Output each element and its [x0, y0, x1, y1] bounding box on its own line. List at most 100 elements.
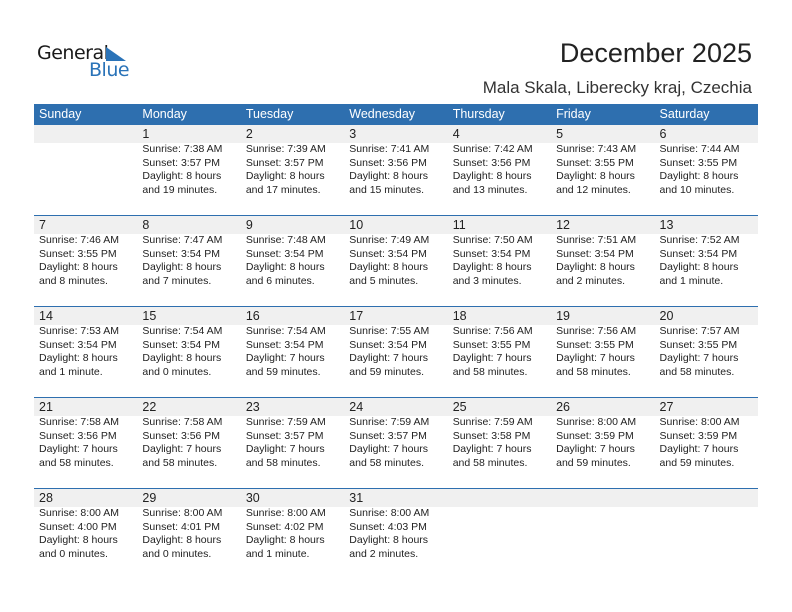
daylight-minutes-text: and 2 minutes. [556, 274, 625, 287]
sunset-text: Sunset: 3:54 PM [142, 338, 221, 351]
daylight-text: Daylight: 7 hours [142, 443, 222, 455]
weekday-sunday: Sunday [39, 107, 82, 121]
daylight-text: Daylight: 8 hours [659, 170, 739, 182]
sunset-text: Sunset: 3:54 PM [349, 247, 427, 260]
daylight-minutes-text: and 1 minute. [39, 365, 103, 378]
sunrise-text: Sunrise: 7:51 AM [556, 234, 637, 246]
week-row: 21 Sunrise: 7:58 AM Sunset: 3:56 PM Dayligh… [34, 397, 758, 488]
day-number: 29 [142, 491, 157, 505]
daylight-text: Daylight: 7 hours [659, 352, 739, 364]
day-number: 24 [349, 400, 364, 414]
day-number: 23 [245, 400, 260, 414]
sunrise-text: Sunrise: 7:56 AM [452, 325, 533, 337]
daylight-minutes-text: and 13 minutes. [452, 183, 528, 196]
sunrise-text: Sunrise: 7:54 AM [142, 325, 223, 337]
sunset-text: Sunset: 3:55 PM [556, 156, 634, 169]
sunrise-text: Sunrise: 7:59 AM [452, 416, 533, 428]
daylight-text: Daylight: 8 hours [349, 170, 429, 182]
daylight-minutes-text: and 59 minutes. [659, 456, 735, 469]
daylight-minutes-text: and 17 minutes. [245, 183, 321, 196]
daylight-text: Daylight: 8 hours [39, 352, 118, 364]
daylight-text: Daylight: 8 hours [349, 261, 429, 273]
day-cell: 2 Sunrise: 7:39 AM Sunset: 3:57 PM Daylight… [241, 125, 344, 215]
day-cell: 13 Sunrise: 7:52 AM Sunset: 3:54 PM Dayligh… [655, 216, 758, 306]
daylight-minutes-text: and 59 minutes. [556, 456, 631, 469]
day-number: 30 [245, 491, 260, 505]
sunset-text: Sunset: 3:57 PM [245, 156, 324, 169]
day-number: 10 [349, 218, 364, 232]
daylight-text: Daylight: 8 hours [245, 534, 325, 546]
sunset-text: Sunset: 3:56 PM [452, 156, 531, 169]
daylight-minutes-text: and 1 minute. [245, 547, 310, 560]
daylight-text: Daylight: 7 hours [452, 443, 532, 455]
sunrise-text: Sunrise: 7:58 AM [39, 416, 119, 428]
daylight-minutes-text: and 58 minutes. [452, 456, 528, 469]
day-number: 8 [142, 218, 150, 232]
daylight-text: Daylight: 8 hours [556, 170, 635, 182]
daylight-text: Daylight: 7 hours [452, 352, 532, 364]
sunset-text: Sunset: 4:00 PM [39, 520, 117, 533]
sunset-text: Sunset: 3:54 PM [245, 338, 324, 351]
sunrise-text: Sunrise: 7:41 AM [349, 143, 430, 155]
daylight-text: Daylight: 8 hours [452, 261, 532, 273]
sunrise-text: Sunrise: 7:38 AM [142, 143, 223, 155]
location-subtitle: Mala Skala, Liberecky kraj, Czechia [482, 78, 752, 97]
daylight-minutes-text: and 58 minutes. [452, 365, 528, 378]
daylight-text: Daylight: 8 hours [142, 261, 222, 273]
daylight-text: Daylight: 8 hours [452, 170, 532, 182]
day-cell: 31 Sunrise: 8:00 AM Sunset: 4:03 PM Dayligh… [344, 489, 447, 579]
weekday-saturday: Saturday [659, 107, 710, 121]
day-number: 7 [39, 218, 46, 232]
day-number: 25 [452, 400, 467, 414]
sunrise-text: Sunrise: 8:00 AM [349, 507, 430, 519]
daylight-minutes-text: and 58 minutes. [349, 456, 424, 469]
day-number: 6 [659, 127, 667, 141]
day-cell: 27 Sunrise: 8:00 AM Sunset: 3:59 PM Dayligh… [655, 398, 758, 488]
day-cell: 9 Sunrise: 7:48 AM Sunset: 3:54 PM Daylight… [241, 216, 344, 306]
sunrise-text: Sunrise: 8:00 AM [245, 507, 326, 519]
day-number: 3 [349, 127, 357, 141]
sunset-text: Sunset: 3:59 PM [659, 429, 738, 442]
daylight-text: Daylight: 8 hours [39, 261, 118, 273]
sunset-text: Sunset: 3:54 PM [142, 247, 221, 260]
daylight-minutes-text: and 58 minutes. [39, 456, 114, 469]
day-number: 18 [452, 309, 467, 323]
sunrise-text: Sunrise: 8:00 AM [142, 507, 223, 519]
sunset-text: Sunset: 3:56 PM [39, 429, 117, 442]
daylight-minutes-text: and 0 minutes. [142, 547, 212, 560]
daylight-text: Daylight: 7 hours [556, 352, 635, 364]
sunset-text: Sunset: 3:57 PM [245, 429, 324, 442]
daylight-text: Daylight: 7 hours [39, 443, 118, 455]
sunset-text: Sunset: 3:59 PM [556, 429, 634, 442]
sunrise-text: Sunrise: 7:59 AM [245, 416, 326, 428]
day-cell: 18 Sunrise: 7:56 AM Sunset: 3:55 PM Dayligh… [448, 307, 551, 397]
page-title: December 2025 [559, 38, 752, 68]
day-cell: 14 Sunrise: 7:53 AM Sunset: 3:54 PM Dayligh… [34, 307, 137, 397]
day-cell: 4 Sunrise: 7:42 AM Sunset: 3:56 PM Daylight… [448, 125, 551, 215]
sunset-text: Sunset: 3:54 PM [245, 247, 324, 260]
sunset-text: Sunset: 4:01 PM [142, 520, 221, 533]
week-row: 1 Sunrise: 7:38 AM Sunset: 3:57 PM Daylight… [34, 125, 758, 215]
daylight-text: Daylight: 7 hours [349, 352, 429, 364]
daylight-minutes-text: and 10 minutes. [659, 183, 735, 196]
daylight-text: Daylight: 8 hours [142, 170, 222, 182]
day-cell: 7 Sunrise: 7:46 AM Sunset: 3:55 PM Daylight… [34, 216, 137, 306]
daylight-minutes-text: and 19 minutes. [142, 183, 218, 196]
sunset-text: Sunset: 3:54 PM [556, 247, 634, 260]
sunset-text: Sunset: 3:56 PM [142, 429, 221, 442]
day-number: 13 [659, 218, 674, 232]
day-cell: 15 Sunrise: 7:54 AM Sunset: 3:54 PM Dayligh… [137, 307, 240, 397]
day-cell: 12 Sunrise: 7:51 AM Sunset: 3:54 PM Dayligh… [551, 216, 654, 306]
logo-word-blue: Blue [89, 59, 130, 81]
day-cell: 19 Sunrise: 7:56 AM Sunset: 3:55 PM Dayligh… [551, 307, 654, 397]
daylight-text: Daylight: 8 hours [349, 534, 429, 546]
day-number: 1 [142, 127, 150, 141]
week-row: 7 Sunrise: 7:46 AM Sunset: 3:55 PM Daylight… [34, 215, 758, 306]
sunrise-text: Sunrise: 7:43 AM [556, 143, 637, 155]
day-cell: 21 Sunrise: 7:58 AM Sunset: 3:56 PM Dayligh… [34, 398, 137, 488]
sunset-text: Sunset: 3:57 PM [142, 156, 221, 169]
sunrise-text: Sunrise: 8:00 AM [659, 416, 740, 428]
sunrise-text: Sunrise: 7:48 AM [245, 234, 326, 246]
empty-day-cell [655, 489, 758, 579]
weekday-tuesday: Tuesday [245, 107, 294, 121]
